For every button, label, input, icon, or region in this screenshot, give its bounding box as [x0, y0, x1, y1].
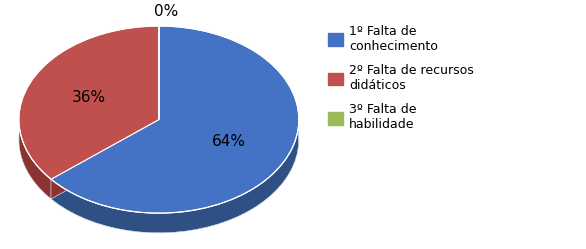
Polygon shape	[51, 126, 298, 233]
Text: 36%: 36%	[72, 90, 106, 105]
Legend: 1º Falta de
conhecimento, 2º Falta de recursos
didáticos, 3º Falta de
habilidade: 1º Falta de conhecimento, 2º Falta de re…	[322, 20, 479, 136]
Polygon shape	[19, 26, 159, 179]
Polygon shape	[51, 120, 159, 199]
Polygon shape	[51, 120, 159, 199]
Text: 0%: 0%	[154, 4, 178, 19]
Text: 64%: 64%	[212, 134, 246, 149]
Polygon shape	[51, 26, 299, 213]
Polygon shape	[19, 124, 51, 199]
